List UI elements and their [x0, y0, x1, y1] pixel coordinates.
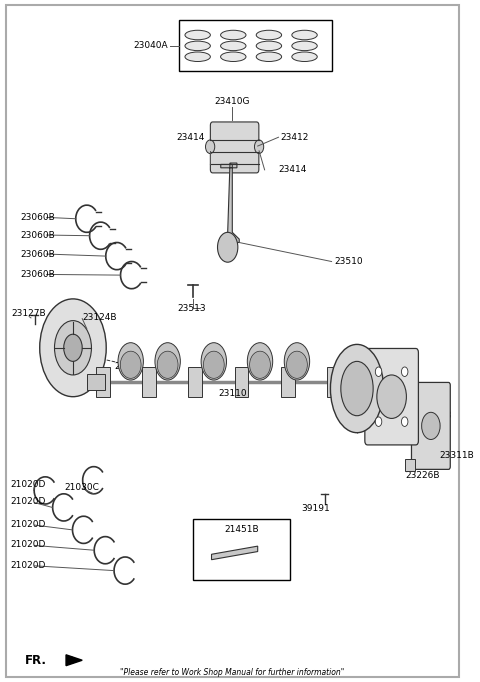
Circle shape [401, 417, 408, 426]
Ellipse shape [120, 351, 141, 379]
Circle shape [401, 367, 408, 376]
Text: 21020D: 21020D [11, 497, 46, 507]
Ellipse shape [221, 30, 246, 40]
Ellipse shape [341, 361, 373, 416]
Circle shape [377, 375, 407, 419]
Text: 21451B: 21451B [224, 524, 259, 533]
Text: 21020D: 21020D [11, 481, 46, 490]
Text: 23060B: 23060B [20, 250, 55, 258]
Text: 23410G: 23410G [215, 98, 250, 106]
Ellipse shape [292, 41, 317, 50]
Ellipse shape [185, 30, 210, 40]
Text: 39190A: 39190A [350, 406, 385, 415]
Text: 23040A: 23040A [133, 41, 168, 50]
Text: 39191: 39191 [301, 504, 330, 514]
Ellipse shape [247, 342, 273, 380]
Text: 23311B: 23311B [439, 451, 474, 460]
Bar [96, 367, 110, 397]
Bar [189, 367, 202, 397]
Polygon shape [212, 546, 258, 560]
Text: 23124B: 23124B [82, 313, 117, 322]
Ellipse shape [201, 342, 227, 380]
Ellipse shape [118, 342, 144, 380]
Bar [179, 20, 332, 72]
Circle shape [254, 140, 264, 153]
Ellipse shape [330, 344, 384, 432]
Text: "Please refer to Work Shop Manual for further information": "Please refer to Work Shop Manual for fu… [120, 668, 345, 677]
Text: 21030C: 21030C [65, 483, 100, 492]
Ellipse shape [287, 351, 307, 379]
Text: 23412: 23412 [281, 133, 309, 142]
Ellipse shape [292, 30, 317, 40]
Bar [281, 367, 295, 397]
Text: 23110: 23110 [218, 389, 247, 398]
Ellipse shape [157, 351, 178, 379]
Text: 23131: 23131 [114, 362, 143, 371]
Circle shape [55, 321, 92, 375]
Ellipse shape [284, 342, 310, 380]
Ellipse shape [185, 41, 210, 50]
Polygon shape [66, 655, 82, 666]
Ellipse shape [250, 351, 270, 379]
FancyBboxPatch shape [210, 122, 259, 173]
Circle shape [40, 299, 106, 397]
Bar [235, 367, 249, 397]
Ellipse shape [221, 41, 246, 50]
Bar [406, 459, 415, 471]
Ellipse shape [256, 30, 282, 40]
Ellipse shape [256, 41, 282, 50]
Text: 21020D: 21020D [11, 561, 46, 569]
Text: 21020D: 21020D [11, 520, 46, 529]
Circle shape [375, 417, 382, 426]
Ellipse shape [292, 52, 317, 61]
Circle shape [205, 140, 215, 153]
Text: 23127B: 23127B [12, 310, 46, 318]
FancyBboxPatch shape [365, 349, 419, 445]
Text: 21020D: 21020D [11, 540, 46, 549]
Bar [142, 367, 156, 397]
FancyBboxPatch shape [411, 383, 450, 469]
Ellipse shape [185, 52, 210, 61]
Text: 23060B: 23060B [20, 270, 55, 279]
Ellipse shape [204, 351, 224, 379]
Text: 23513: 23513 [177, 304, 205, 313]
Bar [327, 367, 341, 397]
Text: 23211B: 23211B [417, 411, 452, 420]
Bar [87, 374, 105, 390]
Text: FR.: FR. [24, 654, 47, 667]
Bar [193, 519, 290, 580]
Circle shape [217, 233, 238, 262]
Text: 23414: 23414 [176, 133, 204, 142]
Text: 23226B: 23226B [406, 471, 440, 480]
Circle shape [375, 367, 382, 376]
Polygon shape [221, 163, 239, 243]
Circle shape [421, 413, 440, 439]
Text: 23060B: 23060B [20, 231, 55, 239]
Ellipse shape [155, 342, 180, 380]
Text: 23060B: 23060B [20, 213, 55, 222]
Ellipse shape [256, 52, 282, 61]
Text: 23414: 23414 [278, 165, 307, 175]
Text: 23510: 23510 [334, 257, 362, 266]
Ellipse shape [221, 52, 246, 61]
Circle shape [64, 334, 82, 361]
